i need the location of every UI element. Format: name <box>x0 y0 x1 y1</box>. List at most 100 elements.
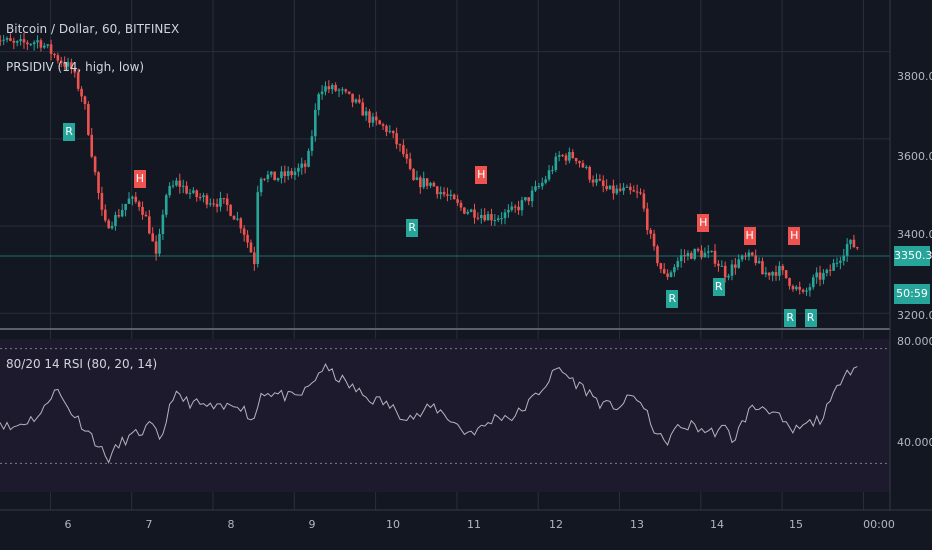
candle-body <box>795 286 798 290</box>
candle-body <box>93 156 97 173</box>
candle-body <box>761 261 764 275</box>
candle-body <box>171 185 175 187</box>
candle-body <box>591 179 595 183</box>
candle-body <box>141 206 144 215</box>
rsi-line <box>0 362 858 464</box>
candle-body <box>686 253 690 257</box>
candle-body <box>374 116 378 121</box>
candle-body <box>808 287 812 291</box>
candle-body <box>547 170 551 180</box>
regular-divergence-marker: R <box>406 219 419 238</box>
indicator-legend[interactable]: PRSIDIV (14, high, low) <box>6 60 145 74</box>
candle-body <box>568 152 571 161</box>
regular-divergence-marker: R <box>804 308 817 327</box>
candle-body <box>574 158 578 162</box>
candle-body <box>15 41 19 43</box>
regular-divergence-marker: R <box>63 123 76 142</box>
candle-body <box>517 206 520 211</box>
candle-body <box>717 263 720 266</box>
candle-body <box>168 186 171 196</box>
candle-body <box>676 261 680 268</box>
candle-body <box>300 163 304 168</box>
candle-body <box>293 171 297 176</box>
candle-body <box>588 166 591 180</box>
candle-body <box>361 102 365 116</box>
time-tick-label: 9 <box>308 518 316 531</box>
candle-body <box>605 185 608 190</box>
candle-body <box>53 53 56 56</box>
candle-body <box>36 40 39 43</box>
candle-body <box>232 215 236 220</box>
candle-body <box>249 242 253 253</box>
candle-body <box>229 204 232 216</box>
candle-body <box>629 186 632 191</box>
candle-body <box>815 272 818 278</box>
candle-body <box>87 104 90 135</box>
candle-body <box>269 171 273 175</box>
candle-body <box>530 190 534 202</box>
candle-body <box>246 234 249 243</box>
regular-divergence-marker: R <box>712 278 725 297</box>
candle-body <box>208 203 212 205</box>
candle-body <box>476 217 480 219</box>
candle-body <box>723 265 727 278</box>
candle-body <box>544 179 547 183</box>
candle-body <box>696 249 700 251</box>
candle-body <box>405 154 409 159</box>
candle-body <box>222 198 226 200</box>
candle-body <box>822 273 825 280</box>
candle-body <box>490 214 493 221</box>
rsi-legend[interactable]: 80/20 14 RSI (80, 20, 14) <box>6 357 158 371</box>
candle-body <box>479 214 483 219</box>
current-price-tag: 3350.3 <box>894 246 932 266</box>
candle-body <box>175 180 178 186</box>
candle-body <box>551 169 554 171</box>
candle-body <box>561 155 564 157</box>
candle-body <box>290 171 293 176</box>
candle-body <box>354 99 358 103</box>
candle-body <box>100 193 104 210</box>
candle-body <box>486 214 490 221</box>
candle-body <box>131 196 134 199</box>
candle-body <box>652 233 656 247</box>
candle-body <box>337 89 341 91</box>
candle-body <box>805 290 808 292</box>
candle-body <box>303 163 307 167</box>
time-tick-label: 7 <box>145 518 153 531</box>
candle-body <box>673 267 676 273</box>
candle-body <box>110 225 114 229</box>
candles <box>0 32 859 297</box>
candle-body <box>442 192 446 195</box>
candle-body <box>56 55 60 61</box>
candle-body <box>781 265 785 271</box>
candle-body <box>720 265 724 267</box>
candle-body <box>97 172 100 194</box>
candle-body <box>625 186 629 188</box>
candle-body <box>747 252 751 257</box>
candle-body <box>178 180 182 187</box>
candle-body <box>419 177 422 188</box>
candle-body <box>615 188 619 194</box>
candle-body <box>22 39 26 43</box>
candle-body <box>391 130 395 134</box>
candle-body <box>307 150 310 167</box>
candle-body <box>320 91 324 95</box>
candle-body <box>124 203 127 211</box>
candle-body <box>127 198 131 204</box>
hidden-divergence-marker: H <box>475 165 488 184</box>
candle-body <box>649 230 652 234</box>
symbol-legend[interactable]: Bitcoin / Dollar, 60, BITFINEX <box>6 22 180 36</box>
candle-body <box>527 197 531 202</box>
candle-body <box>520 200 524 211</box>
time-tick-label: 00:00 <box>863 518 895 531</box>
candle-body <box>849 239 852 245</box>
candle-body <box>154 241 158 254</box>
candle-body <box>473 209 476 218</box>
candle-body <box>432 182 436 187</box>
hidden-divergence-marker: H <box>788 226 801 245</box>
candle-body <box>557 155 561 157</box>
candle-body <box>730 264 734 276</box>
candle-body <box>202 195 205 198</box>
candle-body <box>842 255 846 261</box>
